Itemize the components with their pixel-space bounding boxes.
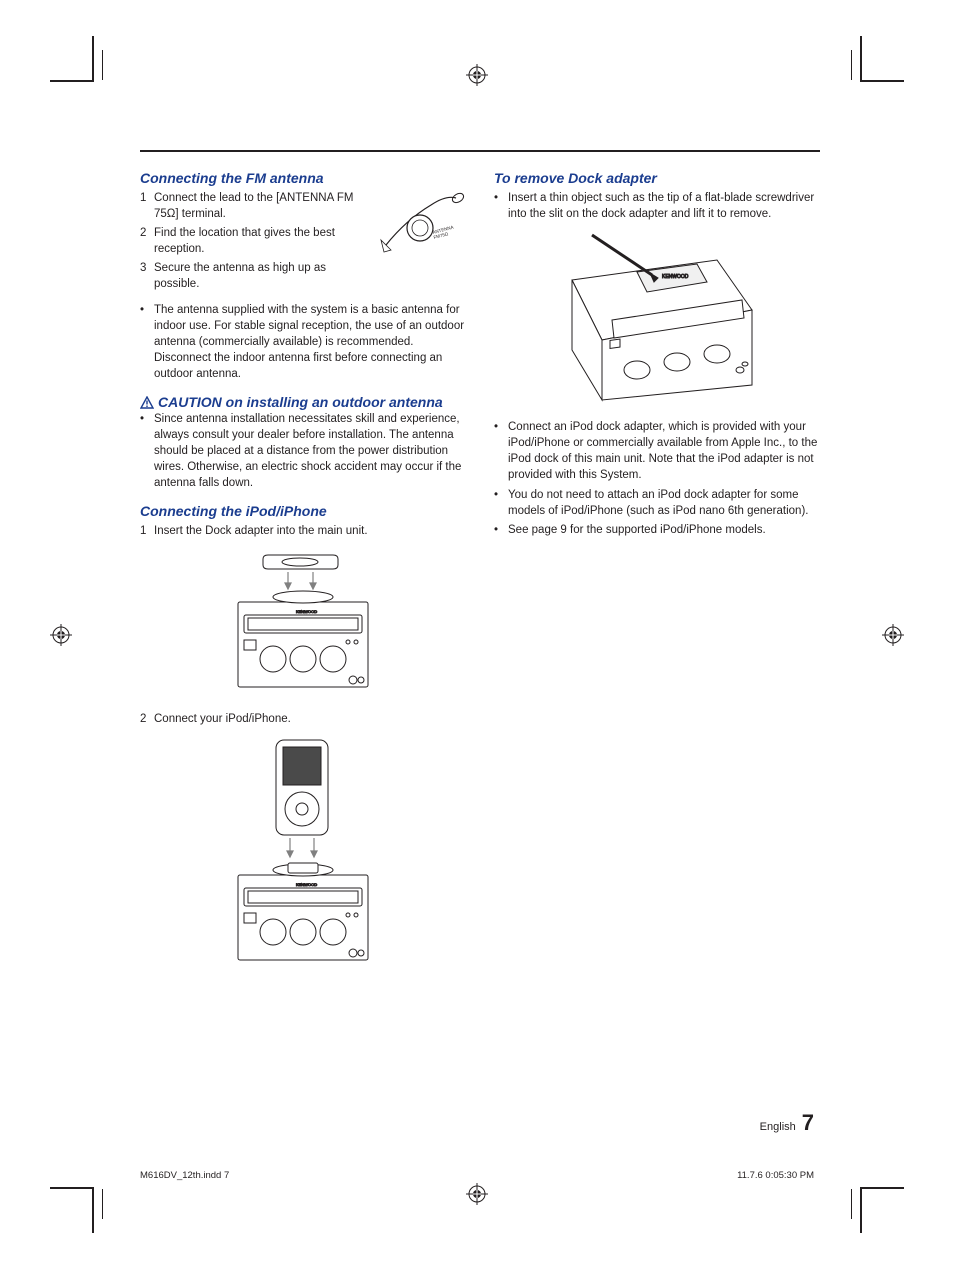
step-ipod-1: 1Insert the Dock adapter into the main u… [140,523,466,539]
right-bullet-3: •See page 9 for the supported iPod/iPhon… [494,522,820,538]
slug-filename: M616DV_12th.indd 7 [140,1170,229,1181]
dock-adapter-illustration: KENWOOD [140,547,466,697]
page-footer: English 7 [760,1110,814,1136]
antenna-note: •The antenna supplied with the system is… [140,302,466,382]
slug-timestamp: 11.7.6 0:05:30 PM [737,1170,814,1181]
ipod-connect-illustration: KENWOOD [140,735,466,975]
remove-dock-illustration: KENWOOD [494,230,820,405]
step-1: 1Connect the lead to the [ANTENNA FM 75Ω… [140,190,368,222]
page-content: Connecting the FM antenna ANTENNA FM75Ω … [140,150,820,989]
step-ipod-2: 2Connect your iPod/iPhone. [140,711,466,727]
registration-mark-icon [882,624,904,646]
registration-mark-icon [466,64,488,86]
heading-ipod: Connecting the iPod/iPhone [140,503,466,519]
svg-text:KENWOOD: KENWOOD [662,274,689,280]
heading-fm-antenna: Connecting the FM antenna [140,170,466,186]
left-column: Connecting the FM antenna ANTENNA FM75Ω … [140,170,466,989]
svg-text:KENWOOD: KENWOOD [296,609,317,614]
svg-text:KENWOOD: KENWOOD [296,882,317,887]
antenna-illustration: ANTENNA FM75Ω [376,190,466,265]
heading-caution: CAUTION on installing an outdoor antenna [158,394,443,411]
print-slug: M616DV_12th.indd 7 11.7.6 0:05:30 PM [140,1170,814,1181]
right-bullet-2: •You do not need to attach an iPod dock … [494,487,820,519]
caution-text: •Since antenna installation necessitates… [140,411,466,491]
footer-language: English [760,1121,796,1133]
page-number: 7 [802,1110,814,1136]
right-column: To remove Dock adapter •Insert a thin ob… [494,170,820,989]
remove-intro: •Insert a thin object such as the tip of… [494,190,820,222]
registration-mark-icon [466,1183,488,1205]
right-bullet-1: •Connect an iPod dock adapter, which is … [494,419,820,483]
caution-triangle-icon [140,396,154,410]
registration-mark-icon [50,624,72,646]
step-2: 2Find the location that gives the best r… [140,225,368,257]
heading-remove-dock: To remove Dock adapter [494,170,820,186]
step-3: 3Secure the antenna as high up as possib… [140,260,368,292]
horizontal-rule [140,150,820,152]
